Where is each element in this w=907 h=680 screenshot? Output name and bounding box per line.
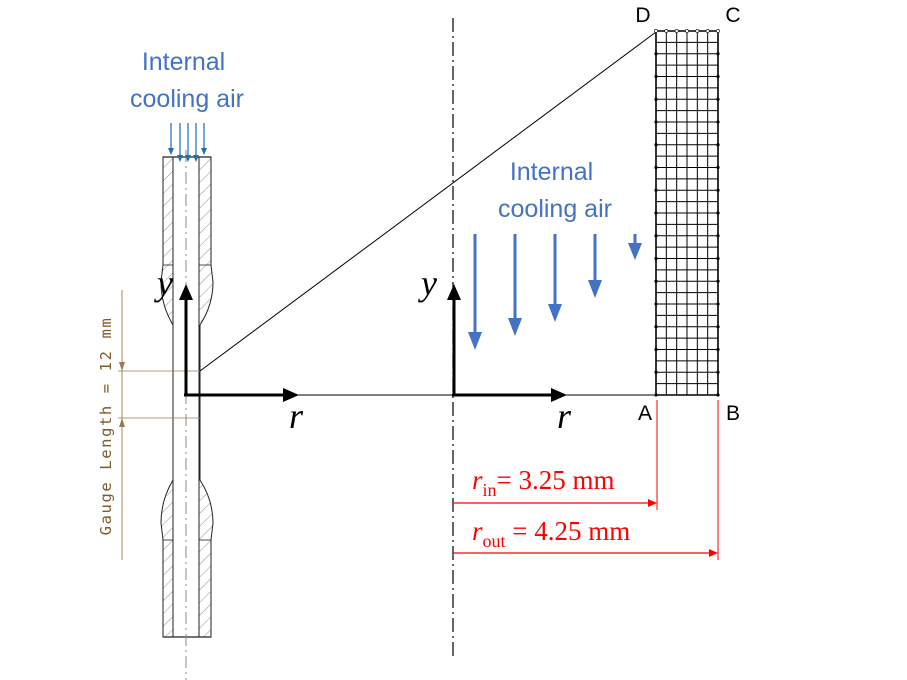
mesh-node	[716, 165, 720, 170]
mesh-node	[716, 120, 720, 124]
r-out-subscript: out	[483, 531, 506, 551]
mesh-node	[716, 74, 720, 79]
specimen-wall-right	[198, 156, 214, 638]
corner-label-c: C	[725, 4, 740, 27]
r-out-symbol: r	[472, 516, 483, 546]
mesh-node	[654, 302, 658, 306]
mesh-node	[654, 234, 658, 238]
mesh-node	[716, 370, 720, 374]
model-air-label-line2: cooling air	[498, 195, 612, 223]
model-air-label: Internal cooling air	[498, 158, 612, 223]
mesh-node	[654, 370, 658, 374]
mesh-node	[695, 29, 700, 33]
model-y-axis-label: y	[418, 263, 437, 303]
r-out-value: = 4.25 mm	[506, 516, 631, 546]
mesh-node	[654, 74, 658, 79]
mesh-node	[674, 29, 679, 33]
specimen-wall-left	[160, 156, 174, 638]
radius-dimension-lines	[453, 400, 719, 560]
mesh-node	[716, 52, 720, 56]
model-r-arrowhead	[551, 388, 567, 402]
mesh-node	[654, 393, 658, 397]
mesh-node	[654, 188, 658, 192]
model-y-arrowhead	[447, 284, 461, 300]
specimen-air-label-line1: Internal	[142, 48, 225, 76]
mesh-node	[654, 256, 658, 261]
specimen-drawing	[160, 150, 214, 680]
gauge-length-label: Gauge Length = 12 mm	[97, 317, 115, 536]
r-in-subscript: in	[483, 480, 497, 500]
r-in-label: rin= 3.25 mm	[472, 465, 615, 500]
corner-label-b: B	[726, 402, 740, 425]
specimen-r-axis-label: r	[289, 396, 304, 436]
mesh-node	[716, 97, 720, 101]
gauge-length-dimension	[118, 290, 200, 560]
model-air-arrows	[468, 234, 642, 350]
mesh-node	[654, 279, 658, 283]
mesh-node	[654, 143, 658, 147]
mesh-node	[685, 29, 689, 33]
zoom-line	[199, 31, 657, 372]
r-in-symbol: r	[472, 465, 483, 495]
mesh-node	[716, 302, 720, 306]
mesh-node	[716, 234, 720, 238]
mesh-node	[654, 347, 658, 352]
mesh-node	[716, 393, 720, 397]
specimen-air-label: Internal cooling air	[130, 48, 244, 113]
mesh-node	[654, 97, 658, 101]
specimen-axes	[179, 284, 299, 402]
mesh-node	[716, 325, 720, 329]
mesh-node	[654, 325, 658, 329]
mesh-node	[654, 29, 658, 33]
mesh-node	[716, 188, 720, 192]
mesh-node	[705, 29, 710, 33]
model-axes	[447, 284, 567, 402]
model-r-axis-label: r	[557, 396, 572, 436]
mesh-node	[654, 52, 658, 56]
specimen-air-label-line2: cooling air	[130, 85, 244, 113]
specimen-air-arrows	[168, 123, 207, 162]
mesh-node	[716, 29, 720, 33]
mesh-node	[654, 165, 658, 170]
specimen-y-axis-label: y	[154, 263, 173, 303]
mesh-node	[716, 347, 720, 352]
mesh-node	[716, 256, 720, 261]
mesh-node	[664, 29, 669, 33]
specimen-y-arrowhead	[179, 284, 193, 300]
model-air-label-line1: Internal	[510, 158, 593, 186]
corner-label-a: A	[638, 402, 652, 425]
mesh-node	[716, 211, 720, 215]
r-out-label: rout = 4.25 mm	[472, 516, 630, 551]
mesh-node	[654, 211, 658, 215]
mesh-node	[716, 279, 720, 283]
mesh-node	[654, 120, 658, 124]
mesh-node	[716, 143, 720, 147]
r-in-value: = 3.25 mm	[497, 465, 615, 495]
model-mesh	[654, 29, 720, 397]
corner-label-d: D	[635, 4, 650, 27]
